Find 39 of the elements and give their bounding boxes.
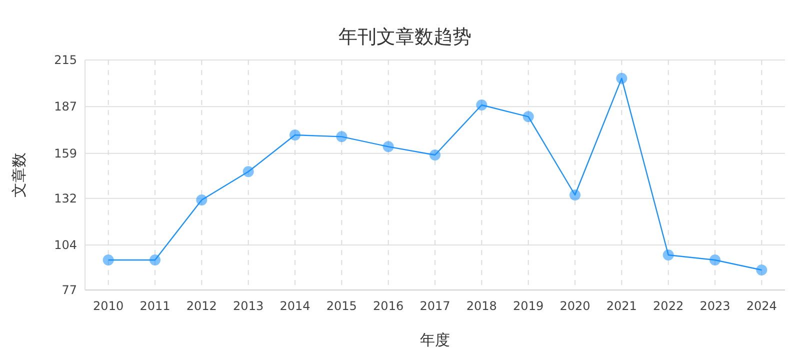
point bbox=[476, 100, 488, 110]
y-axis-title: 文章数 bbox=[10, 152, 28, 198]
point bbox=[242, 166, 254, 178]
point bbox=[196, 194, 208, 206]
x-tick-label: 2020 bbox=[560, 299, 590, 313]
y-tick-label: 215 bbox=[54, 53, 77, 67]
point bbox=[290, 130, 300, 140]
y-tick-label: 77 bbox=[62, 283, 77, 297]
point bbox=[662, 250, 674, 260]
point bbox=[382, 141, 394, 152]
y-tick-label: 159 bbox=[54, 146, 77, 160]
point bbox=[430, 150, 440, 160]
x-tick-label: 2010 bbox=[93, 299, 124, 313]
point bbox=[102, 254, 114, 266]
point bbox=[522, 111, 534, 122]
x-tick-label: 2014 bbox=[280, 299, 310, 313]
x-axis-title: 年度 bbox=[420, 331, 450, 349]
point bbox=[710, 254, 720, 266]
x-tick-label: 2022 bbox=[653, 299, 684, 313]
y-tick-label: 132 bbox=[54, 191, 77, 206]
x-tick-label: 2018 bbox=[466, 299, 497, 313]
point bbox=[570, 190, 580, 200]
point bbox=[150, 254, 160, 266]
x-tick-label: 2016 bbox=[373, 299, 404, 313]
x-tick-label: 2011 bbox=[140, 299, 170, 313]
chart-title: 年刊文章数趋势 bbox=[338, 26, 472, 48]
point bbox=[336, 131, 348, 142]
point bbox=[616, 72, 628, 84]
x-tick-label: 2019 bbox=[513, 299, 544, 313]
x-tick-label: 2012 bbox=[186, 299, 217, 313]
x-tick-label: 2017 bbox=[420, 299, 450, 313]
x-tick-label: 2023 bbox=[700, 299, 730, 313]
x-tick-label: 2013 bbox=[233, 299, 264, 313]
x-tick-label: 2015 bbox=[326, 299, 357, 313]
x-tick-label: 2021 bbox=[606, 299, 637, 313]
x-tick-label: 2024 bbox=[746, 299, 777, 313]
y-tick-label: 104 bbox=[54, 238, 77, 252]
y-tick-label: 187 bbox=[54, 100, 77, 114]
point bbox=[756, 264, 768, 276]
